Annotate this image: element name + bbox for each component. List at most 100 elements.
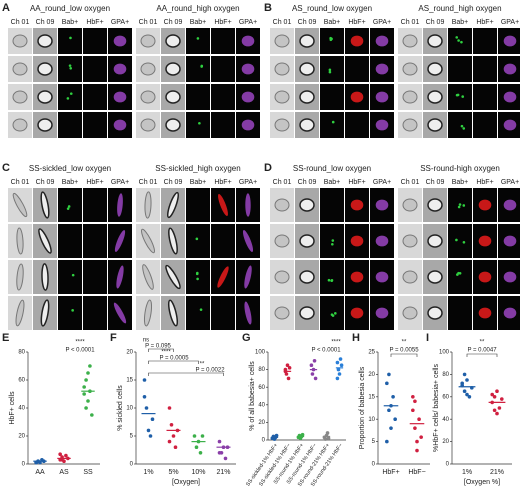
image-cell [320,84,344,110]
babesia-dot [331,314,335,317]
y-tick-label: 80 [442,372,449,378]
column-header: HbF+ [214,19,231,26]
hbf-stain [217,266,229,288]
column-header: HbF+ [348,19,365,26]
x-tick-label: 1% [143,469,153,476]
data-point [86,399,90,403]
babesia-dot [71,273,75,277]
data-point [64,453,68,458]
x-tick-label: 21% [490,469,504,476]
babesia-dot [66,207,70,210]
image-cell [320,260,344,294]
babesia-dot [460,40,463,44]
cell-brightfield [12,90,28,104]
hbf-stain [478,199,492,211]
image-cell [58,28,82,54]
x-axis-label: [Oxygen %] [464,479,500,486]
data-point [462,389,467,394]
cell-darkfield [427,62,443,76]
x-tick-label: HbF− [408,469,425,476]
y-axis-label: % sickled cells [117,385,124,431]
cell-brightfield [402,198,418,212]
data-point [389,426,393,430]
y-tick-label: 0 [372,462,376,468]
column-header: GPA+ [239,179,257,186]
babesia-dot [69,36,72,40]
group-title: AS_round_high oxygen [418,4,501,13]
y-tick-label: 100 [255,350,266,356]
babesia-dot [196,271,199,275]
gpa-stain [113,35,127,47]
data-point [337,372,342,376]
babesia-dot [198,121,201,125]
hbf-stain [350,271,364,283]
data-point [335,360,340,365]
image-cell [83,56,107,82]
cell-brightfield [15,299,25,327]
image-cell [320,112,344,138]
babesia-dot [458,203,462,206]
y-tick-label: 0 [130,462,134,468]
y-axis-label: HbF+ cells [9,391,16,425]
group-title: SS-round_low oxygen [293,164,371,173]
cell-darkfield [37,62,53,76]
data-point [336,367,341,372]
panel-letter: F [110,332,117,344]
babesia-dot [69,66,73,70]
babesia-dot [195,237,199,241]
hbf-stain [350,235,364,247]
cell-darkfield [40,191,50,219]
y-tick-label: 40 [258,402,265,408]
data-point [495,411,499,416]
y-tick-label: 80 [258,367,265,373]
babesia-dot [200,65,203,68]
y-tick-label: 80 [18,350,25,356]
cell-brightfield [143,299,153,327]
data-point [274,433,279,438]
column-header: GPA+ [501,19,519,26]
data-point [148,434,153,438]
gpa-stain [113,302,127,324]
annotation: ** [200,362,205,368]
column-header: Ch 01 [11,179,30,186]
annotation: P < 0.0001 [65,348,95,354]
data-point [415,439,419,444]
cell-darkfield [165,62,181,76]
data-point [325,431,330,435]
data-point [419,435,423,439]
data-point [309,363,314,368]
annotation: **** [75,340,85,346]
image-cell [448,112,472,138]
babesia-dot [67,205,71,208]
hbf-stain [350,307,364,319]
panel-letter: D [264,162,272,174]
cell-darkfield [165,34,181,48]
image-cell [83,112,107,138]
babesia-dot [329,38,333,42]
image-cell [186,296,210,330]
data-point [338,357,343,361]
data-point [411,395,415,399]
image-cell [211,84,235,110]
panel-letter: C [2,162,10,174]
image-cell [211,296,235,330]
babesia-dot [460,124,464,128]
column-header: GPA+ [373,179,391,186]
cell-darkfield [299,234,315,248]
x-tick-label: 10% [191,469,205,476]
gpa-stain [241,63,255,75]
cell-darkfield [427,198,443,212]
cell-brightfield [402,306,418,320]
column-header: Ch 01 [139,19,158,26]
column-header: GPA+ [111,19,129,26]
annotation: ** [480,340,485,346]
y-tick-label: 5 [372,439,376,445]
gpa-stain [241,119,255,131]
column-header: Ch 09 [164,19,183,26]
data-point [200,434,205,438]
bracket [148,372,224,376]
data-point [287,366,292,370]
data-point [58,452,62,457]
gpa-stain [375,91,389,103]
cell-brightfield [140,90,156,104]
